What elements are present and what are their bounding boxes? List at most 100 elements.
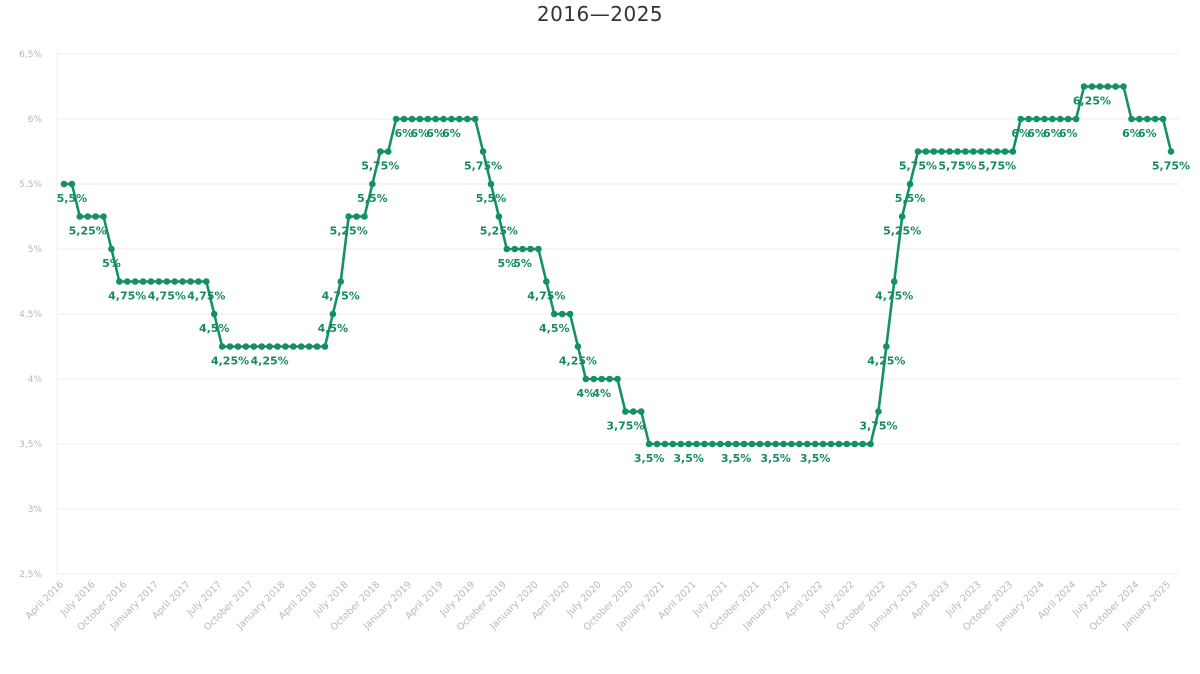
y-tick-label: 3%	[28, 505, 43, 515]
data-label: 5,25%	[330, 225, 368, 238]
y-tick-label: 3,5%	[19, 440, 42, 450]
data-point	[1017, 115, 1025, 123]
data-point	[1167, 148, 1175, 155]
data-point	[503, 245, 511, 253]
point-layer	[60, 83, 1175, 448]
data-point	[622, 408, 629, 415]
data-label: 5,75%	[899, 160, 937, 173]
data-point	[1112, 83, 1119, 90]
data-point	[242, 343, 250, 350]
data-point	[361, 213, 368, 220]
data-point	[1128, 115, 1135, 123]
data-point	[685, 440, 692, 448]
data-label: 4,5%	[539, 322, 570, 335]
data-point	[954, 148, 961, 155]
data-point	[384, 148, 392, 155]
data-point	[416, 115, 424, 123]
data-point	[147, 278, 155, 285]
data-point	[479, 148, 487, 155]
data-point	[123, 278, 131, 285]
data-point	[819, 440, 827, 448]
data-label: 4,25%	[250, 355, 288, 368]
data-label: 4,75%	[108, 290, 146, 303]
data-point	[1001, 148, 1009, 155]
data-point	[155, 278, 163, 285]
data-point	[226, 343, 234, 350]
y-axis-ticks: 2,5% 3% 3,5% 4% 4,5% 5% 5,5% 6% 6,5%	[19, 50, 42, 580]
data-point	[970, 148, 977, 155]
data-point	[764, 440, 772, 448]
data-point	[1136, 115, 1143, 123]
data-label: 6%	[426, 127, 445, 140]
data-point	[305, 343, 313, 350]
data-point	[930, 148, 938, 155]
data-label: 5,75%	[978, 160, 1016, 173]
data-point	[258, 343, 265, 350]
data-point	[345, 213, 352, 220]
data-label: 5,75%	[938, 160, 976, 173]
data-point	[321, 343, 329, 350]
data-point	[463, 115, 471, 123]
data-point	[835, 440, 843, 448]
data-point	[574, 343, 582, 350]
data-point	[1009, 148, 1017, 155]
data-point	[392, 115, 400, 123]
data-label: 6%	[1011, 127, 1030, 140]
y-tick-label: 6%	[28, 115, 43, 125]
data-point	[424, 115, 432, 123]
data-point	[843, 440, 851, 448]
data-point	[440, 115, 447, 123]
data-point	[400, 115, 408, 123]
data-point	[195, 278, 202, 285]
data-point	[203, 278, 210, 285]
data-point	[883, 343, 890, 350]
data-point	[993, 148, 1001, 155]
y-tick-label: 5%	[28, 245, 43, 255]
data-point	[519, 245, 526, 253]
data-point	[677, 440, 685, 448]
data-point	[716, 440, 724, 448]
data-label: 6,25%	[1073, 95, 1111, 108]
data-label: 4,25%	[867, 355, 905, 368]
data-point	[131, 278, 139, 285]
data-point	[337, 278, 345, 285]
data-point	[740, 440, 748, 448]
data-label: 4,25%	[559, 355, 597, 368]
y-tick-label: 2,5%	[19, 570, 42, 580]
data-point	[1096, 83, 1104, 90]
data-label: 4,75%	[527, 290, 565, 303]
data-label: 6%	[1122, 127, 1141, 140]
data-point	[171, 278, 178, 285]
data-point	[756, 440, 764, 448]
data-point	[803, 440, 811, 448]
chart-title: 2016—2025	[536, 2, 664, 26]
data-label: 6%	[1043, 127, 1062, 140]
data-point	[210, 310, 218, 318]
data-point	[274, 343, 281, 350]
data-point	[938, 148, 945, 155]
data-point	[550, 310, 558, 318]
data-point	[290, 343, 297, 350]
data-point	[179, 278, 186, 285]
data-label-layer: 5,5%5,25%5%4,75% 4,75% 4,75%4,5%4,25% 4,25%…	[57, 95, 1190, 466]
data-point	[108, 245, 115, 253]
data-label: 6%	[1138, 127, 1157, 140]
data-label: 4,75%	[875, 290, 913, 303]
data-point	[218, 343, 226, 350]
data-point	[875, 408, 882, 415]
data-label: 5,75%	[361, 160, 399, 173]
data-point	[1072, 115, 1080, 123]
data-point	[92, 213, 99, 220]
data-point	[1159, 115, 1167, 123]
data-label: 5%	[497, 257, 516, 270]
data-point	[329, 310, 337, 318]
data-point	[558, 310, 566, 318]
data-point	[353, 213, 360, 220]
data-label: 3,5%	[800, 452, 831, 465]
data-point	[732, 440, 740, 448]
data-label: 6%	[1027, 127, 1046, 140]
data-point	[962, 148, 969, 155]
data-point	[906, 180, 914, 188]
data-point	[724, 440, 732, 448]
